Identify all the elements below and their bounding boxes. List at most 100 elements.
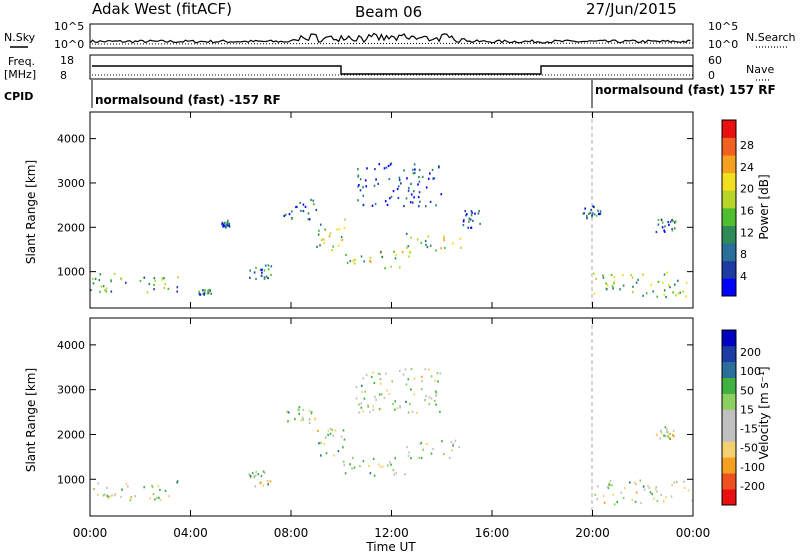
heatmap-cell	[384, 200, 387, 203]
cpid-label: CPID	[4, 90, 33, 103]
heatmap-cell	[154, 279, 156, 282]
heatmap-cell	[663, 229, 665, 232]
heatmap-cell	[369, 259, 371, 262]
heatmap-cell	[381, 465, 384, 468]
heatmap-cell	[432, 447, 434, 451]
heatmap-cell	[261, 268, 263, 271]
heatmap-cell	[114, 492, 117, 495]
heatmap-cell	[298, 406, 301, 409]
heatmap-cell	[389, 461, 391, 464]
heatmap-cell	[639, 479, 642, 482]
heatmap-cell	[440, 247, 442, 250]
heatmap-cell	[153, 277, 156, 280]
noise-search-trace	[91, 42, 694, 45]
heatmap-cell	[611, 285, 614, 288]
heatmap-cell	[308, 409, 311, 412]
heatmap-cell	[631, 498, 634, 502]
colorbar-tick-label: 100	[740, 365, 761, 378]
heatmap-cell	[304, 205, 307, 208]
heatmap-cell	[343, 227, 346, 230]
heatmap-cell	[397, 196, 400, 200]
heatmap-cell	[386, 389, 388, 392]
heatmap-cell	[616, 500, 618, 504]
heatmap-cell	[591, 212, 594, 215]
heatmap-cell	[609, 479, 612, 483]
heatmap-cell	[345, 253, 347, 256]
heatmap-cell	[331, 249, 333, 252]
heatmap-cell	[354, 258, 356, 261]
heatmap-cell	[672, 291, 674, 294]
nsky-label: N.Sky	[4, 31, 36, 44]
heatmap-cell	[664, 426, 667, 429]
heatmap-cell	[416, 411, 418, 414]
heatmap-cell	[308, 218, 311, 221]
heatmap-cell	[409, 402, 411, 406]
noise-tick-bottom-right: 10^0	[708, 38, 738, 51]
heatmap-cell	[394, 457, 396, 460]
heatmap-cell	[428, 396, 431, 399]
heatmap-cell	[90, 289, 92, 292]
heatmap-cell	[632, 291, 634, 294]
heatmap-cell	[663, 289, 666, 292]
noise-trace	[89, 32, 691, 44]
heatmap-cell	[682, 290, 685, 293]
power-colorbar: 28 24 20 16 12 8 4	[721, 119, 754, 297]
heatmap-cell	[337, 450, 340, 453]
heatmap-cell	[302, 203, 305, 206]
heatmap-cell	[659, 437, 661, 440]
heatmap-cell	[262, 470, 265, 473]
heatmap-cell	[109, 495, 111, 498]
colorbar-segment	[722, 225, 736, 244]
heatmap-cell	[296, 205, 298, 208]
heatmap-cell	[156, 496, 158, 499]
heatmap-cell	[332, 245, 334, 248]
heatmap-cell	[97, 493, 99, 496]
heatmap-cell	[263, 277, 266, 280]
heatmap-cell	[406, 177, 408, 180]
heatmap-cell	[310, 412, 313, 415]
heatmap-cell	[452, 242, 454, 245]
heatmap-cell	[602, 274, 604, 277]
heatmap-cell	[407, 245, 410, 248]
heatmap-cell	[594, 493, 597, 496]
x-tick-label: 16:00	[475, 526, 510, 540]
heatmap-cell	[284, 213, 287, 216]
heatmap-cell	[260, 481, 262, 484]
heatmap-cell	[414, 168, 416, 171]
heatmap-cell	[105, 290, 108, 293]
heatmap-cell	[360, 255, 363, 258]
heatmap-cell	[301, 416, 304, 419]
heatmap-cell	[443, 239, 445, 242]
heatmap-cell	[369, 410, 371, 413]
heatmap-cell	[613, 280, 616, 283]
heatmap-cell	[412, 172, 415, 175]
heatmap-cell	[434, 390, 437, 393]
heatmap-cell	[664, 435, 667, 438]
heatmap-cell	[360, 406, 363, 409]
heatmap-cell	[687, 489, 690, 492]
heatmap-cell	[338, 228, 341, 231]
heatmap-cell	[375, 398, 377, 401]
heatmap-cell	[283, 214, 286, 217]
colorbar-segment	[722, 409, 736, 426]
heatmap-cell	[362, 410, 364, 413]
heatmap-cell	[418, 180, 421, 183]
heatmap-cell	[367, 404, 369, 407]
heatmap-cell	[302, 408, 305, 411]
heatmap-cell	[359, 189, 362, 192]
heatmap-cell	[430, 452, 433, 455]
heatmap-cell	[613, 503, 616, 506]
y-tick-label: 1000	[57, 473, 85, 486]
colorbar-tick-label: -200	[740, 480, 765, 493]
heatmap-cell	[333, 454, 335, 457]
heatmap-cell	[653, 497, 655, 500]
colorbar-tick-label: 50	[740, 384, 754, 397]
heatmap-cell	[458, 445, 460, 449]
heatmap-cell	[602, 276, 605, 279]
heatmap-cell	[255, 470, 257, 473]
heatmap-cell	[642, 485, 645, 488]
heatmap-cell	[379, 408, 382, 411]
heatmap-cell	[392, 468, 395, 472]
heatmap-cell	[222, 225, 224, 228]
heatmap-cell	[342, 429, 345, 432]
